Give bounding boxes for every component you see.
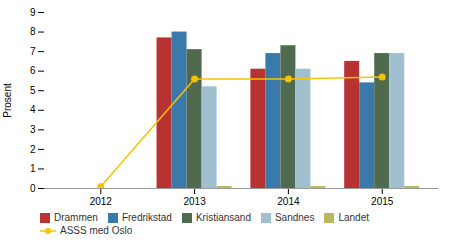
html-text:Landet: Landet <box>338 212 369 223</box>
svg-text:2013: 2013 <box>183 196 206 207</box>
svg-text:6: 6 <box>30 65 36 76</box>
html-text:Fredrikstad: Fredrikstad <box>121 212 172 223</box>
html-text:Drammen: Drammen <box>54 212 98 223</box>
svg-text:5: 5 <box>30 85 36 96</box>
svg-text:4: 4 <box>30 104 36 115</box>
svg-text:0: 0 <box>30 183 36 194</box>
svg-text:1: 1 <box>30 163 36 174</box>
html-text:Kristiansand: Kristiansand <box>195 212 251 223</box>
svg-text:2012: 2012 <box>90 196 113 207</box>
svg-text:9: 9 <box>30 7 36 18</box>
svg-text:Prosent: Prosent <box>2 83 13 118</box>
svg-text:2015: 2015 <box>371 196 394 207</box>
svg-text:2014: 2014 <box>277 196 300 207</box>
svg-text:3: 3 <box>30 124 36 135</box>
html-text:ASSS med Oslo: ASSS med Oslo <box>60 225 133 236</box>
svg-text:8: 8 <box>30 26 36 37</box>
svg-text:2: 2 <box>30 144 36 155</box>
svg-text:7: 7 <box>30 46 36 57</box>
html-text:Sandnes: Sandnes <box>275 212 315 223</box>
